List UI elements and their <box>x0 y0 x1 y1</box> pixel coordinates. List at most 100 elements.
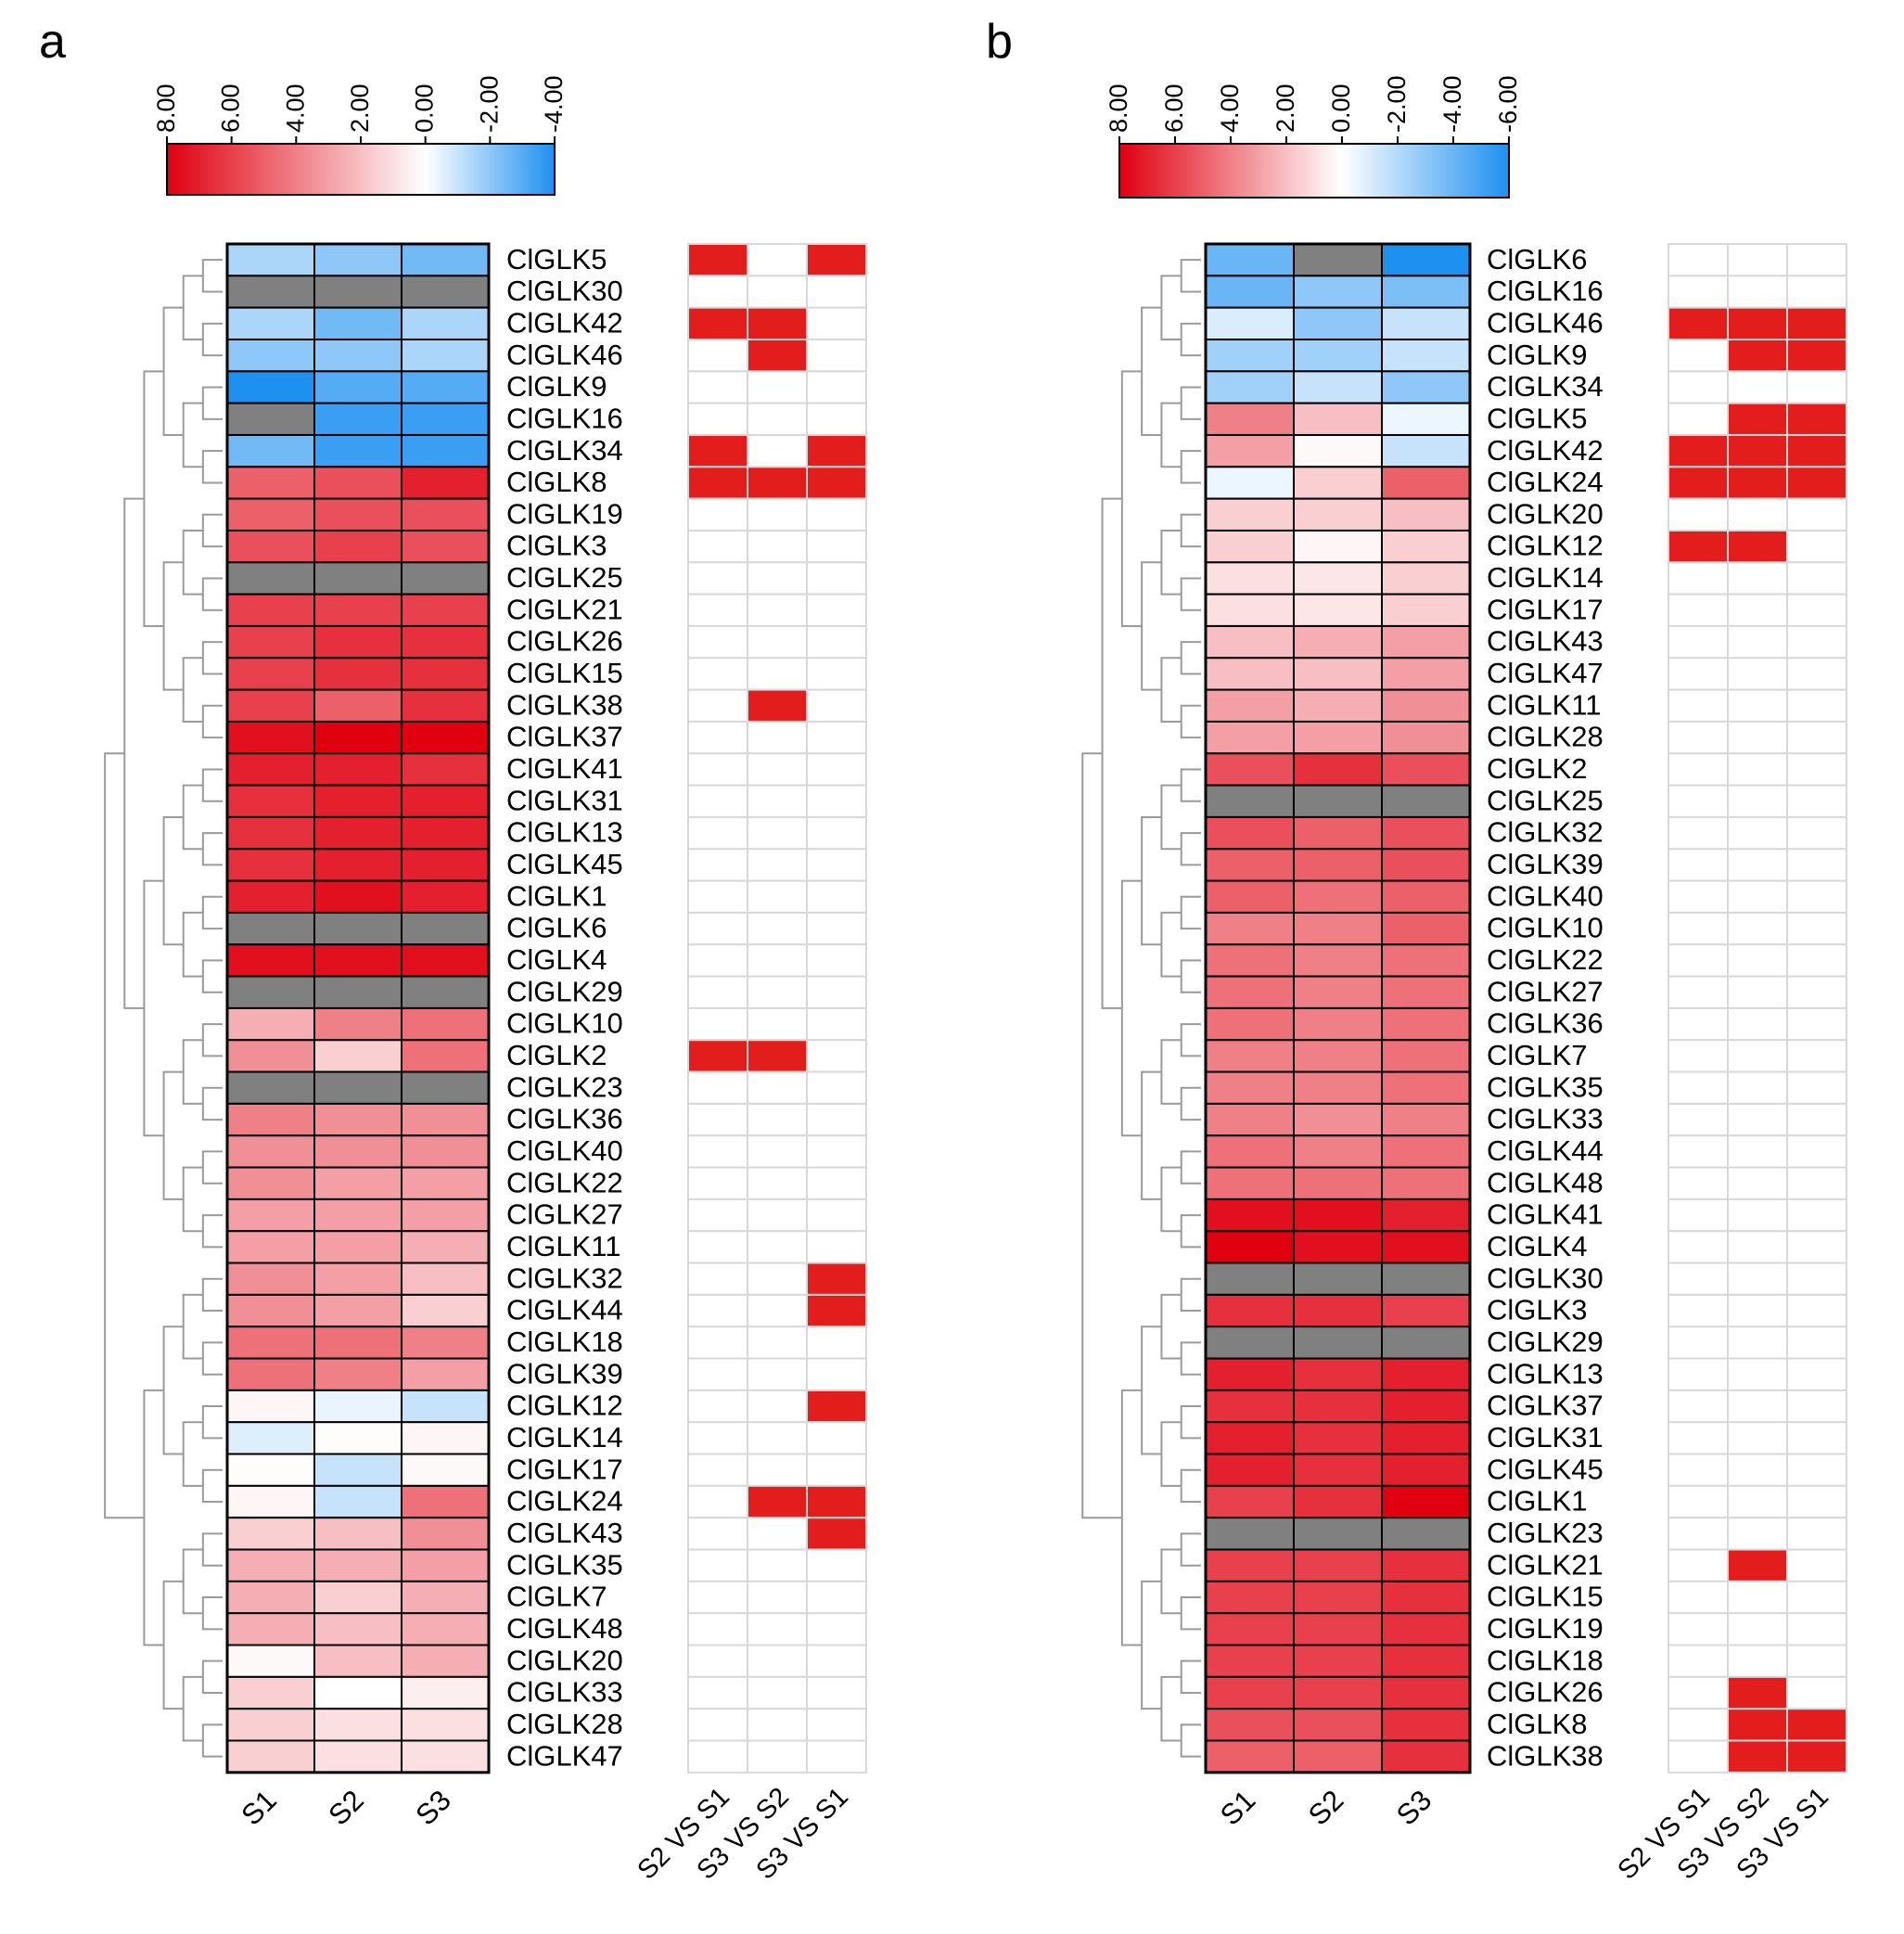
dendrogram-branch <box>201 1596 223 1631</box>
gene-label: ClGLK47 <box>1487 657 1604 689</box>
colorbar-tick-label: 0.00 <box>1327 83 1355 133</box>
heatmap-cell <box>226 433 315 468</box>
significant-cell <box>687 243 748 277</box>
significance-cell <box>1727 593 1788 627</box>
heatmap-cell <box>1205 370 1295 404</box>
gene-label: ClGLK26 <box>1487 1676 1604 1709</box>
significance-cell <box>1668 1293 1729 1328</box>
significant-cell <box>1727 1675 1788 1710</box>
significant-cell <box>806 1293 867 1328</box>
dendrogram-branch <box>1141 815 1162 946</box>
significance-cell <box>1786 1070 1847 1105</box>
heatmap-cell <box>401 975 490 1009</box>
dendrogram-branch <box>1141 1326 1162 1455</box>
heatmap-cell <box>1293 1230 1383 1264</box>
significance-cell <box>1668 1326 1729 1360</box>
significance-cell <box>1727 848 1788 882</box>
significance-cell <box>747 1612 808 1646</box>
heatmap-cell <box>1381 1166 1471 1200</box>
heatmap-cell <box>226 561 315 596</box>
heatmap-cell <box>1205 720 1295 755</box>
dendrogram-branch <box>201 450 223 484</box>
heatmap-cell <box>401 466 490 500</box>
gene-label: ClGLK30 <box>1487 1262 1604 1294</box>
heatmap-cell <box>401 911 490 946</box>
gene-label: ClGLK2 <box>506 1039 607 1071</box>
gene-label: ClGLK25 <box>1487 784 1604 816</box>
heatmap-cell <box>1381 1739 1471 1774</box>
significance-cell <box>806 1134 867 1169</box>
heatmap-cell <box>401 1070 490 1105</box>
heatmap-cell <box>1293 1484 1383 1519</box>
significance-cell <box>806 1357 867 1391</box>
heatmap-cell <box>226 1389 315 1424</box>
heatmap-cell <box>1205 275 1295 309</box>
heatmap-cell <box>226 529 315 564</box>
significant-cell <box>687 1039 748 1073</box>
gene-label: ClGLK2 <box>1487 752 1588 785</box>
dendrogram-branch <box>182 1039 203 1105</box>
significance-cell <box>747 784 808 818</box>
gene-label: ClGLK8 <box>1487 1708 1588 1740</box>
heatmap-cell <box>313 275 403 309</box>
heatmap-cell <box>1381 1070 1471 1105</box>
significance-cell <box>687 1357 748 1391</box>
significance-cell <box>747 911 808 946</box>
significance-cell <box>1786 1453 1847 1487</box>
significance-cell <box>1727 1070 1788 1105</box>
significance-cell <box>687 1580 748 1615</box>
significance-cell <box>687 1230 748 1264</box>
heatmap-cell <box>1381 1230 1471 1264</box>
heatmap-cell <box>1293 1166 1383 1200</box>
gene-label: ClGLK47 <box>506 1739 623 1772</box>
gene-label: ClGLK23 <box>1487 1517 1604 1549</box>
significance-cell <box>747 975 808 1009</box>
significant-cell <box>1727 529 1788 564</box>
gene-label: ClGLK39 <box>506 1357 623 1390</box>
significant-cell <box>1786 433 1847 468</box>
gene-label: ClGLK7 <box>1487 1039 1588 1071</box>
heatmap-cell <box>313 402 403 436</box>
gene-label: ClGLK43 <box>506 1517 623 1549</box>
heatmap-cell <box>313 561 403 596</box>
heatmap-b <box>1204 242 1472 1774</box>
heatmap-cell <box>313 1580 403 1615</box>
significance-cell <box>747 1644 808 1678</box>
significant-cell <box>1727 306 1788 340</box>
dendrogram-branch <box>182 1548 203 1615</box>
gene-label: ClGLK12 <box>1487 530 1604 562</box>
heatmap-cell <box>313 657 403 691</box>
dendrogram-branch <box>1120 370 1143 627</box>
heatmap-cell <box>1293 1612 1383 1646</box>
heatmap-cell <box>313 370 403 404</box>
heatmap-cell <box>313 848 403 882</box>
gene-label: ClGLK31 <box>1487 1421 1604 1454</box>
heatmap-cell <box>226 784 315 818</box>
significance-cell <box>806 975 867 1009</box>
significance-cell <box>687 1517 748 1551</box>
gene-label: ClGLK10 <box>506 1007 623 1040</box>
significance-cell <box>687 1102 748 1137</box>
gene-label: ClGLK7 <box>506 1581 607 1613</box>
heatmap-cell <box>226 593 315 627</box>
sample-label: S2 <box>1302 1784 1350 1832</box>
heatmap-cell <box>313 1357 403 1391</box>
gene-label: ClGLK37 <box>506 721 623 753</box>
colorbar-tick-label: -4.00 <box>1438 75 1466 133</box>
gene-label: ClGLK33 <box>1487 1103 1604 1135</box>
significance-cell <box>806 688 867 723</box>
gene-label: ClGLK3 <box>1487 1294 1588 1326</box>
colorbar-tick-label: 4.00 <box>1216 83 1244 133</box>
heatmap-cell <box>313 911 403 946</box>
heatmap-cell <box>1381 784 1471 818</box>
heatmap-cell <box>1293 561 1383 596</box>
heatmap-cell <box>1205 1644 1295 1678</box>
heatmap-cell <box>313 593 403 627</box>
significance-cell <box>747 848 808 882</box>
significance-cell <box>687 1708 748 1742</box>
dendrogram-branch <box>1160 911 1182 978</box>
dendrogram-branch <box>201 1086 223 1121</box>
heatmap-cell <box>1205 497 1295 532</box>
gene-label: ClGLK6 <box>506 912 607 944</box>
